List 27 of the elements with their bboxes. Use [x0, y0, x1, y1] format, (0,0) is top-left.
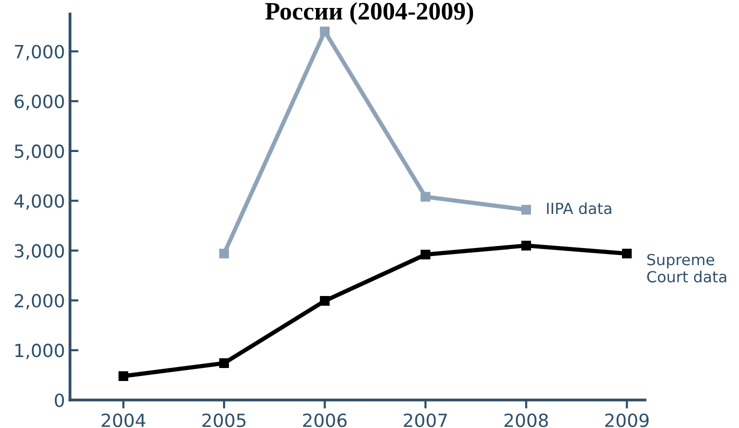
y-tick-label: 4,000 [14, 194, 64, 210]
y-tick-label: 7,000 [14, 44, 64, 60]
point [521, 240, 532, 250]
point [521, 204, 532, 215]
x-tick-label: 2007 [404, 414, 447, 428]
y-tick-label: 0 [54, 393, 64, 408]
y-tick-label: 6,000 [14, 94, 64, 110]
point [219, 358, 229, 368]
series-label: Supreme Court data [647, 254, 726, 283]
x-tick-label: 2008 [504, 414, 548, 428]
series-label: IIPA data [547, 202, 612, 214]
point [118, 371, 128, 381]
point [219, 248, 229, 258]
point [622, 248, 632, 258]
y-tick-label: 5,000 [14, 144, 64, 160]
point [420, 192, 430, 202]
y-tick-label: 1,000 [15, 344, 64, 360]
x-tick-label: 2009 [605, 414, 649, 428]
point [320, 26, 330, 36]
y-tick-label: 2,000 [14, 294, 64, 310]
x-tick-label: 2004 [102, 414, 146, 428]
x-tick-label: 2006 [303, 414, 347, 428]
chart-title: России (2004-2009) [265, 2, 474, 25]
point [320, 296, 330, 306]
point [420, 250, 430, 260]
y-tick-label: 3,000 [14, 244, 64, 260]
x-tick-label: 2005 [202, 414, 246, 428]
